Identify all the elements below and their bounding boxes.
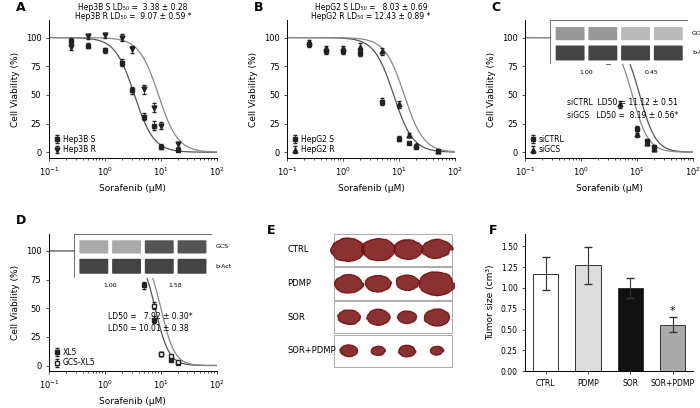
Legend: HepG2 S, HepG2 R: HepG2 S, HepG2 R [291,135,335,154]
Polygon shape [365,275,391,292]
Bar [575,265,601,371]
Text: HepG2 R LD₅₀ = 12.43 ± 0.89 *: HepG2 R LD₅₀ = 12.43 ± 0.89 * [312,12,430,21]
Polygon shape [396,275,420,290]
Text: CTRL: CTRL [287,245,309,254]
Bar [334,267,452,300]
Polygon shape [419,272,456,296]
Text: SOR+PDMP: SOR+PDMP [287,346,336,355]
Polygon shape [335,275,364,293]
Text: *: * [670,306,676,316]
Bar [334,234,452,266]
Text: Hep3B S LD₅₀ =  3.38 ± 0.28: Hep3B S LD₅₀ = 3.38 ± 0.28 [78,2,188,11]
Polygon shape [371,346,386,355]
Legend: XL5, GCS-XL5: XL5, GCS-XL5 [52,348,95,368]
Text: LD50 =   7.92 ± 0.30*: LD50 = 7.92 ± 0.30* [108,312,192,321]
Text: E: E [267,224,276,237]
Y-axis label: Cell Viability (%): Cell Viability (%) [11,265,20,340]
Polygon shape [398,311,416,324]
Bar [660,325,685,371]
Legend: Hep3B S, Hep3B R: Hep3B S, Hep3B R [52,135,96,154]
Polygon shape [430,346,444,355]
Polygon shape [340,345,358,357]
Bar [533,274,559,371]
Text: C: C [492,1,501,14]
X-axis label: Sorafenib (μM): Sorafenib (μM) [99,397,167,406]
Bar [334,335,452,367]
Bar [617,288,643,371]
Text: Hep3B R LD₅₀ =  9.07 ± 0.59 *: Hep3B R LD₅₀ = 9.07 ± 0.59 * [74,12,191,21]
X-axis label: Sorafenib (μM): Sorafenib (μM) [337,184,405,193]
Text: HepG2 S LD₅₀ =   8.03 ± 0.69: HepG2 S LD₅₀ = 8.03 ± 0.69 [315,2,427,11]
Bar [334,301,452,333]
Text: D: D [15,215,26,227]
Text: F: F [489,224,497,237]
Polygon shape [399,345,416,357]
Polygon shape [331,238,365,262]
Y-axis label: Cell Viability (%): Cell Viability (%) [249,52,258,127]
Polygon shape [422,239,453,258]
X-axis label: Sorafenib (μM): Sorafenib (μM) [99,184,167,193]
Text: siCTRL  LD50 = 11.12 ± 0.51: siCTRL LD50 = 11.12 ± 0.51 [567,98,678,107]
Text: B: B [253,1,263,14]
Polygon shape [367,309,391,325]
Y-axis label: Cell Viability (%): Cell Viability (%) [487,52,496,127]
Text: A: A [15,1,25,14]
Text: SOR: SOR [287,313,305,322]
Text: siGCS   LD50 =  8.19 ± 0.56*: siGCS LD50 = 8.19 ± 0.56* [567,111,678,120]
Legend: siCTRL, siGCS: siCTRL, siGCS [529,135,565,154]
Text: LD50 = 10.01 ± 0.38: LD50 = 10.01 ± 0.38 [108,324,188,333]
Y-axis label: Cell Viability (%): Cell Viability (%) [11,52,20,127]
Polygon shape [394,240,424,259]
Y-axis label: Tumor size (cm³): Tumor size (cm³) [486,265,495,340]
Polygon shape [337,310,360,324]
X-axis label: Sorafenib (μM): Sorafenib (μM) [575,184,643,193]
Polygon shape [362,239,396,261]
Polygon shape [424,309,449,326]
Text: PDMP: PDMP [287,279,311,288]
